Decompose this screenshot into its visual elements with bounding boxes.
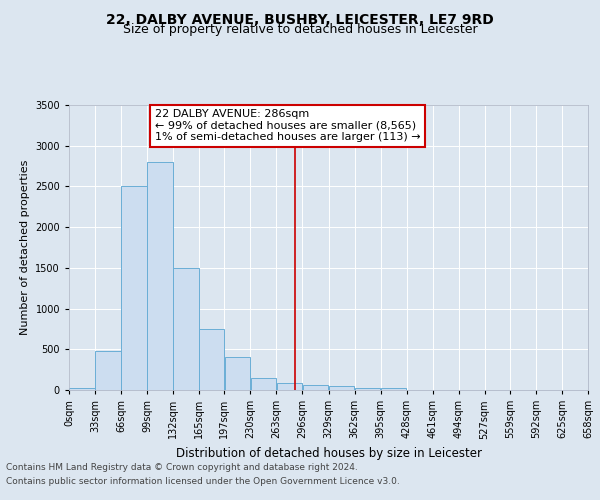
Bar: [121, 186, 147, 390]
Text: Contains HM Land Registry data © Crown copyright and database right 2024.: Contains HM Land Registry data © Crown c…: [6, 464, 358, 472]
Bar: [302, 385, 328, 390]
X-axis label: Distribution of detached houses by size in Leicester: Distribution of detached houses by size …: [176, 447, 482, 460]
Bar: [173, 268, 199, 390]
Bar: [277, 384, 302, 390]
Bar: [381, 388, 406, 390]
Bar: [95, 351, 121, 390]
Text: 22 DALBY AVENUE: 286sqm
← 99% of detached houses are smaller (8,565)
1% of semi-: 22 DALBY AVENUE: 286sqm ← 99% of detache…: [155, 110, 420, 142]
Bar: [355, 388, 380, 390]
Text: Contains public sector information licensed under the Open Government Licence v3: Contains public sector information licen…: [6, 477, 400, 486]
Bar: [251, 378, 276, 390]
Text: Size of property relative to detached houses in Leicester: Size of property relative to detached ho…: [122, 22, 478, 36]
Text: 22, DALBY AVENUE, BUSHBY, LEICESTER, LE7 9RD: 22, DALBY AVENUE, BUSHBY, LEICESTER, LE7…: [106, 12, 494, 26]
Bar: [224, 358, 250, 390]
Y-axis label: Number of detached properties: Number of detached properties: [20, 160, 29, 335]
Bar: [147, 162, 173, 390]
Bar: [329, 386, 355, 390]
Bar: [199, 329, 224, 390]
Bar: [69, 388, 95, 390]
